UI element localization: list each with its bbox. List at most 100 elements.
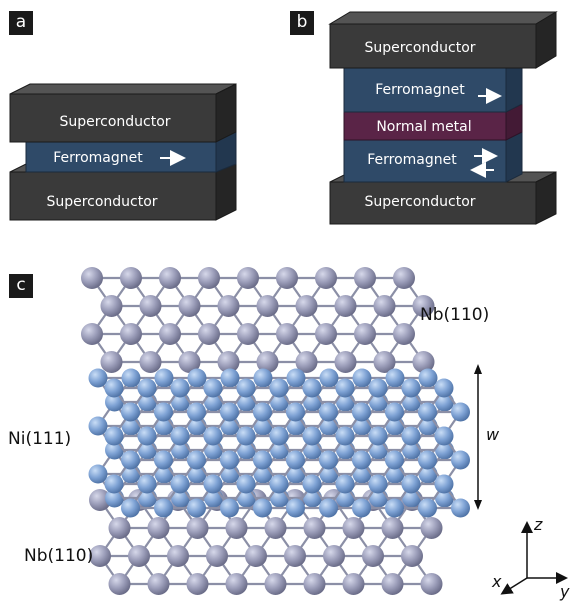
ni-atom (385, 368, 405, 388)
nb-atom (393, 267, 415, 289)
ni-atom (253, 450, 272, 470)
nb-atom (217, 351, 240, 373)
nb-atom (206, 545, 228, 567)
ni-atom (434, 426, 454, 446)
ni-atom (418, 498, 437, 518)
nb-atom (108, 517, 131, 539)
ni-atom (418, 450, 437, 470)
ni-atom (121, 450, 140, 470)
nb-atom (217, 295, 240, 317)
ni-atom (335, 474, 355, 494)
nb-atom (237, 323, 259, 345)
nb-atom (276, 323, 298, 345)
nb-atom (381, 517, 404, 539)
nb-atom (303, 517, 326, 539)
nb-atom (256, 351, 279, 373)
ni-atom (319, 450, 338, 470)
ni-atom (269, 426, 289, 446)
ni-atom (154, 402, 173, 422)
nb-atom (81, 267, 103, 289)
nb-atom (100, 295, 123, 317)
ni-atom (352, 402, 371, 422)
nb-atom (245, 545, 267, 567)
nb-atom (89, 545, 111, 567)
ni-atom (368, 474, 388, 494)
ni-atom (154, 498, 173, 518)
nb-atom (108, 573, 131, 595)
nb-atom (120, 267, 142, 289)
ni-atom (352, 498, 371, 518)
ni-atom (187, 450, 206, 470)
nb-atom (120, 323, 142, 345)
nb-atom (295, 295, 318, 317)
ni-atom (385, 402, 404, 422)
panel-b-stack: Superconductor Ferromagnet Normal metal … (328, 11, 558, 225)
thickness-label: w (486, 425, 500, 444)
nb-atom (147, 517, 170, 539)
nb-atom (295, 351, 318, 373)
ni-atom (286, 450, 305, 470)
ni-atom (170, 426, 190, 446)
panel-c-tag: c (9, 274, 33, 298)
panel-b-top-superconductor (328, 11, 558, 69)
nb-atom (381, 573, 404, 595)
panel-a-bottom-label: Superconductor (46, 194, 157, 210)
nb-atom (393, 323, 415, 345)
nb-atom (159, 323, 181, 345)
nb-atom (178, 351, 201, 373)
panel-b-ferromagnet-1-label: Ferromagnet (375, 82, 465, 98)
nb-atom (264, 517, 287, 539)
ni-atom (203, 378, 223, 398)
ni-atom (236, 474, 256, 494)
panel-b-normal-metal-label: Normal metal (376, 119, 471, 135)
panel-a-tag: a (9, 11, 33, 35)
ni-atom (121, 368, 141, 388)
ni-atom (286, 402, 305, 422)
ni-atom (302, 474, 322, 494)
ni-atom (319, 498, 338, 518)
nb-atom (315, 323, 337, 345)
nb-atom (284, 545, 306, 567)
nb-atom (186, 517, 209, 539)
ni-atom (368, 378, 388, 398)
nb-atom (323, 545, 345, 567)
ni-atom (401, 474, 421, 494)
ni-atom (88, 464, 108, 484)
panel-b-top-label: Superconductor (364, 40, 475, 56)
ni-atom (154, 368, 174, 388)
ni-atom (121, 498, 140, 518)
nb-atom (401, 545, 423, 567)
ni-atom (286, 498, 305, 518)
nb-atom (139, 295, 162, 317)
ni-atom (187, 498, 206, 518)
ni-atom (434, 474, 454, 494)
ni-atom (385, 450, 404, 470)
panel-b-tag: b (290, 11, 314, 35)
nb-atom (100, 351, 123, 373)
ni-atom (451, 402, 470, 422)
ni-atom (368, 426, 388, 446)
nb-atom (362, 545, 384, 567)
nb-atom (373, 295, 396, 317)
ni-atom (121, 402, 140, 422)
ni-atom (434, 378, 454, 398)
ni-atom (401, 426, 421, 446)
thickness-indicator: w (474, 364, 500, 510)
ni-atom (319, 402, 338, 422)
nb-atom (178, 295, 201, 317)
ni-atom (451, 498, 470, 518)
ni-atom (335, 378, 355, 398)
nb-atom (198, 323, 220, 345)
nb-atom (89, 489, 111, 511)
nb-atom (315, 267, 337, 289)
ni-atom (203, 426, 223, 446)
ni-atom (220, 450, 239, 470)
ni-atom (88, 416, 108, 436)
nb-top-label: Nb(110) (420, 305, 489, 325)
ni-atom (220, 498, 239, 518)
ni-atom (220, 368, 240, 388)
panel-a-ferromagnet-label: Ferromagnet (53, 150, 143, 166)
panel-b-bottom-label: Superconductor (364, 194, 475, 210)
ni-atom (401, 378, 421, 398)
